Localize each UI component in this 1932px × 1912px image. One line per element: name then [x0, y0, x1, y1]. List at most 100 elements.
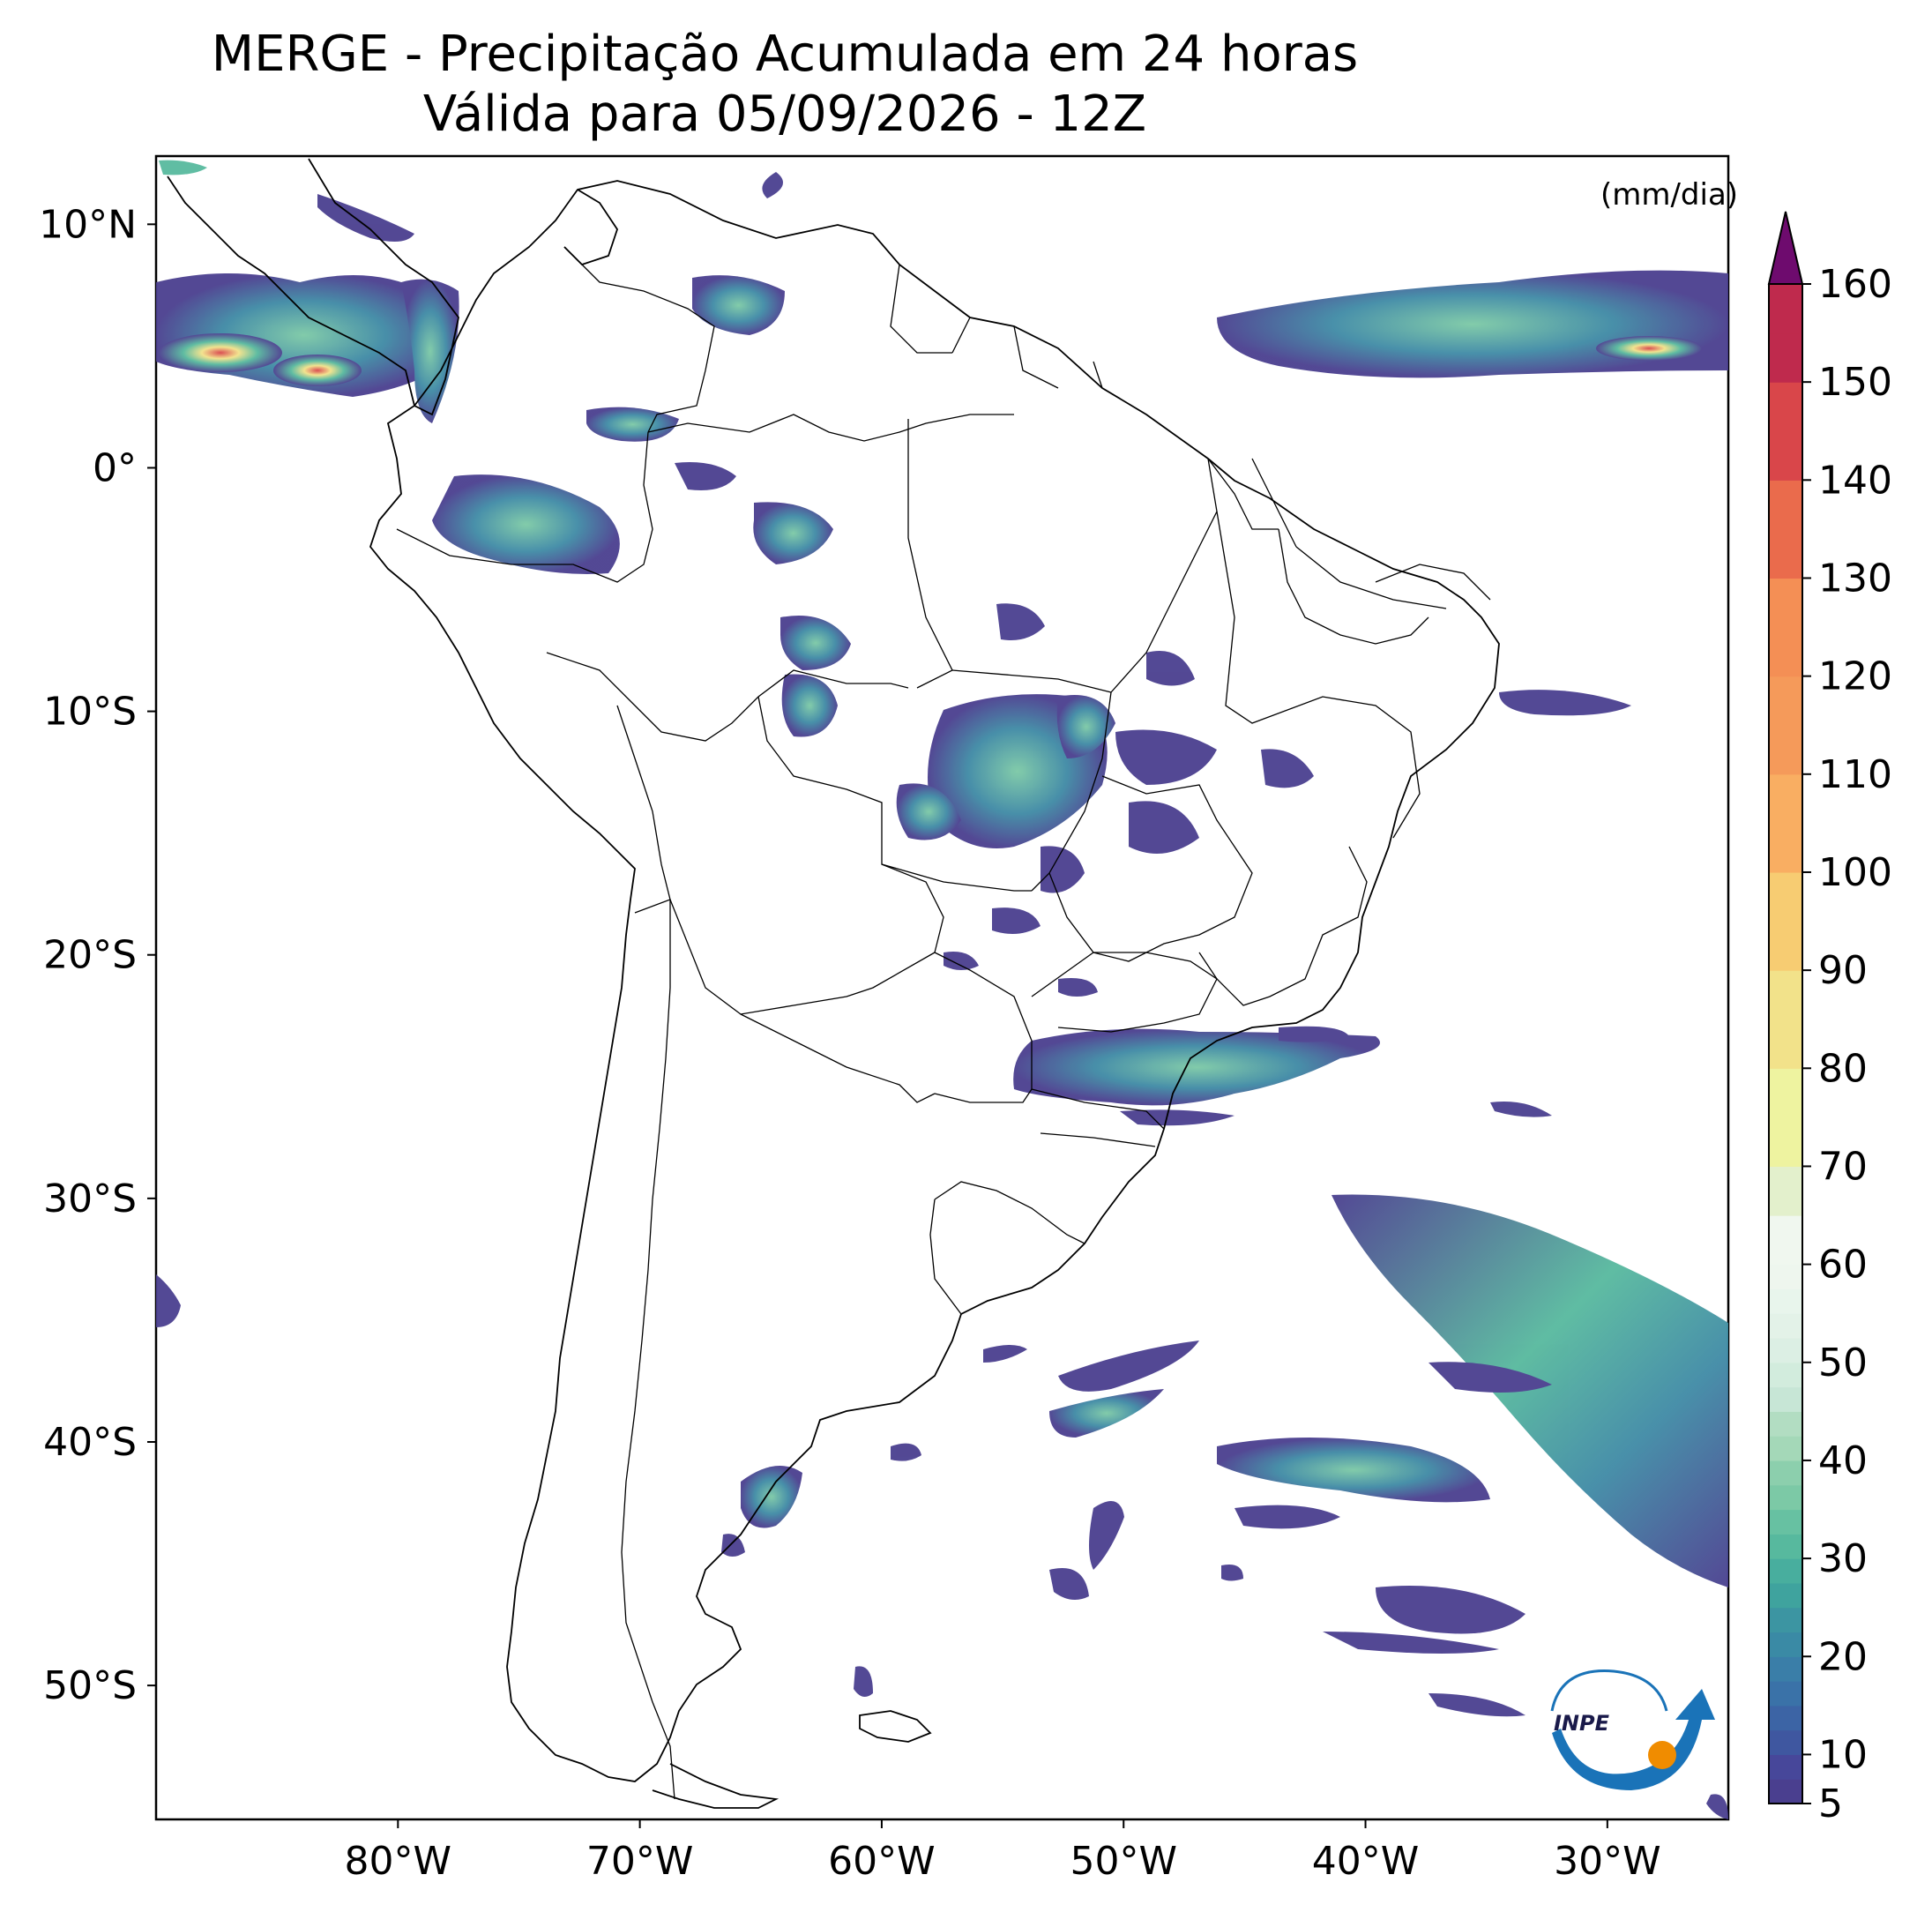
rain-area-argentina-offshore-3	[983, 1345, 1027, 1363]
colorbar-bin	[1769, 430, 1802, 481]
lon-tick-label: 40°W	[1312, 1839, 1420, 1884]
central-america-coast	[167, 158, 459, 416]
state-border-pa-mt	[951, 669, 1112, 693]
lon-axis: 80°W 70°W 60°W 50°W 40°W 30°W	[345, 1819, 1661, 1884]
colorbar-bin	[1769, 871, 1802, 922]
colorbar-bin	[1769, 1386, 1802, 1412]
lon-tick-label: 50°W	[1070, 1839, 1177, 1884]
colorbar-tick-label: 130	[1818, 556, 1892, 601]
inpe-logo: INPE	[1550, 1669, 1715, 1790]
colorbar-tick-label: 80	[1818, 1046, 1868, 1091]
colorbar-bin	[1769, 1484, 1802, 1511]
rain-area-tocantins	[1056, 695, 1115, 758]
colorbar-bin	[1769, 1779, 1802, 1804]
colorbar-bin	[1769, 1558, 1802, 1584]
rain-area-atlantic-n	[1490, 1102, 1552, 1117]
colorbar-bin	[1769, 823, 1802, 873]
border-guianas	[890, 264, 1103, 389]
map-title: MERGE - Precipitação Acumulada em 24 hor…	[211, 26, 1359, 83]
lat-tick-label: 0°	[93, 445, 137, 490]
colorbar-tick-label: 50	[1818, 1341, 1868, 1385]
rain-area-amazon-n	[675, 462, 736, 490]
rain-area-argentina-offshore-1	[1058, 1341, 1199, 1392]
lat-tick-label: 30°S	[43, 1176, 137, 1221]
colorbar-bin	[1769, 1534, 1802, 1559]
colorbar-bin	[1769, 1264, 1802, 1290]
lat-tick-label: 20°S	[43, 933, 137, 978]
rain-area-se-corner	[1706, 1794, 1728, 1819]
rain-area-tocantins-n	[1146, 651, 1195, 686]
colorbar-tick-label: 10	[1818, 1732, 1868, 1777]
colorbar-bin	[1769, 1705, 1802, 1731]
border-paraguay-brazil	[934, 952, 1033, 1089]
border-peru-bolivia	[616, 705, 671, 914]
state-border-mt-go	[1031, 691, 1112, 892]
colorbar-bin	[1769, 1656, 1802, 1682]
colorbar-bin	[1769, 480, 1802, 530]
border-bolivia-paraguay	[669, 899, 936, 1015]
state-border-mt-ms	[881, 863, 1032, 892]
lat-axis: 10°N 0° 10°S 20°S 30°S 40°S 50°S	[39, 202, 156, 1708]
colorbar-tick-label: 20	[1818, 1634, 1868, 1679]
precipitation-layer	[156, 160, 1728, 1819]
rain-area-ecuador-peru	[432, 474, 620, 574]
state-border-to	[1110, 458, 1218, 693]
colorbar-bin	[1769, 1509, 1802, 1535]
lat-tick-label: 10°S	[43, 690, 137, 735]
colorbar-bin	[1769, 1411, 1802, 1437]
colorbar-bin	[1769, 1313, 1802, 1339]
colorbar-bin	[1769, 773, 1802, 824]
colorbar: (mm/dia) 510 20 30 40 50 60 70 80 90 100 110 120 130…	[1600, 177, 1892, 1826]
state-border-mg-es	[1198, 846, 1368, 1006]
plot-frame	[154, 154, 1730, 1821]
rain-area-atlantic-s3	[1376, 1586, 1525, 1634]
border-argentina-chile	[621, 900, 675, 1800]
colorbar-bin	[1769, 1607, 1802, 1633]
colorbar-bin	[1769, 578, 1802, 628]
rain-core-pacific-2	[273, 355, 362, 386]
lon-tick-label: 30°W	[1554, 1839, 1661, 1884]
colorbar-bin	[1769, 1288, 1802, 1314]
colorbar-bin	[1769, 1362, 1802, 1388]
colorbar-outline	[1768, 283, 1803, 1804]
lat-tick-label: 10°N	[39, 202, 137, 247]
colorbar-bin	[1769, 1215, 1802, 1266]
colorbar-bin	[1769, 725, 1802, 775]
rain-area-colombia-coast	[401, 279, 459, 423]
rain-core-pacific	[159, 333, 282, 372]
colorbar-tick-label: 120	[1818, 654, 1892, 699]
rain-area-para-s	[996, 603, 1045, 640]
border-brazil-west	[546, 652, 909, 742]
colorbar-tick-label: 150	[1818, 360, 1892, 405]
logo-dot-icon	[1648, 1741, 1676, 1769]
rain-area-atlantic-w	[1089, 1501, 1124, 1570]
colorbar-tick-label: 30	[1818, 1536, 1868, 1581]
falklands-coast	[859, 1710, 932, 1743]
lon-tick-label: 60°W	[828, 1839, 936, 1884]
lat-tick-label: 40°S	[43, 1420, 137, 1465]
rain-area-mt-w	[896, 783, 961, 840]
rain-area-pacific-w	[156, 1274, 181, 1327]
logo-orbit-icon	[1550, 1669, 1668, 1712]
colorbar-tick-label: 110	[1818, 752, 1892, 797]
colorbar-tick-label: 60	[1818, 1243, 1868, 1288]
rain-area-caribbean	[317, 194, 414, 242]
colorbar-extend-arrow	[1767, 211, 1804, 285]
rain-area-patagonia-2	[721, 1534, 745, 1557]
colorbar-tick-label: 40	[1818, 1438, 1868, 1483]
rain-area-bahia-w	[1115, 729, 1217, 785]
colorbar-bin	[1769, 1337, 1802, 1363]
logo-text: INPE	[1554, 1711, 1610, 1736]
rain-area-frontal-band	[1332, 1194, 1728, 1587]
colorbar-bin	[1769, 1068, 1802, 1118]
rain-area-bahia	[1261, 749, 1314, 788]
rain-area-carib-2	[762, 172, 783, 198]
colorbar-unit: (mm/dia)	[1600, 177, 1738, 213]
rain-area-venezuela	[692, 275, 785, 335]
rain-area-atlantic-s4	[1323, 1632, 1499, 1654]
rain-area-patagonia-3	[891, 1443, 921, 1461]
colorbar-bin	[1769, 1754, 1802, 1780]
colorbar-tick-label: 100	[1818, 850, 1892, 895]
rain-area-south-brazil	[1013, 1028, 1380, 1106]
